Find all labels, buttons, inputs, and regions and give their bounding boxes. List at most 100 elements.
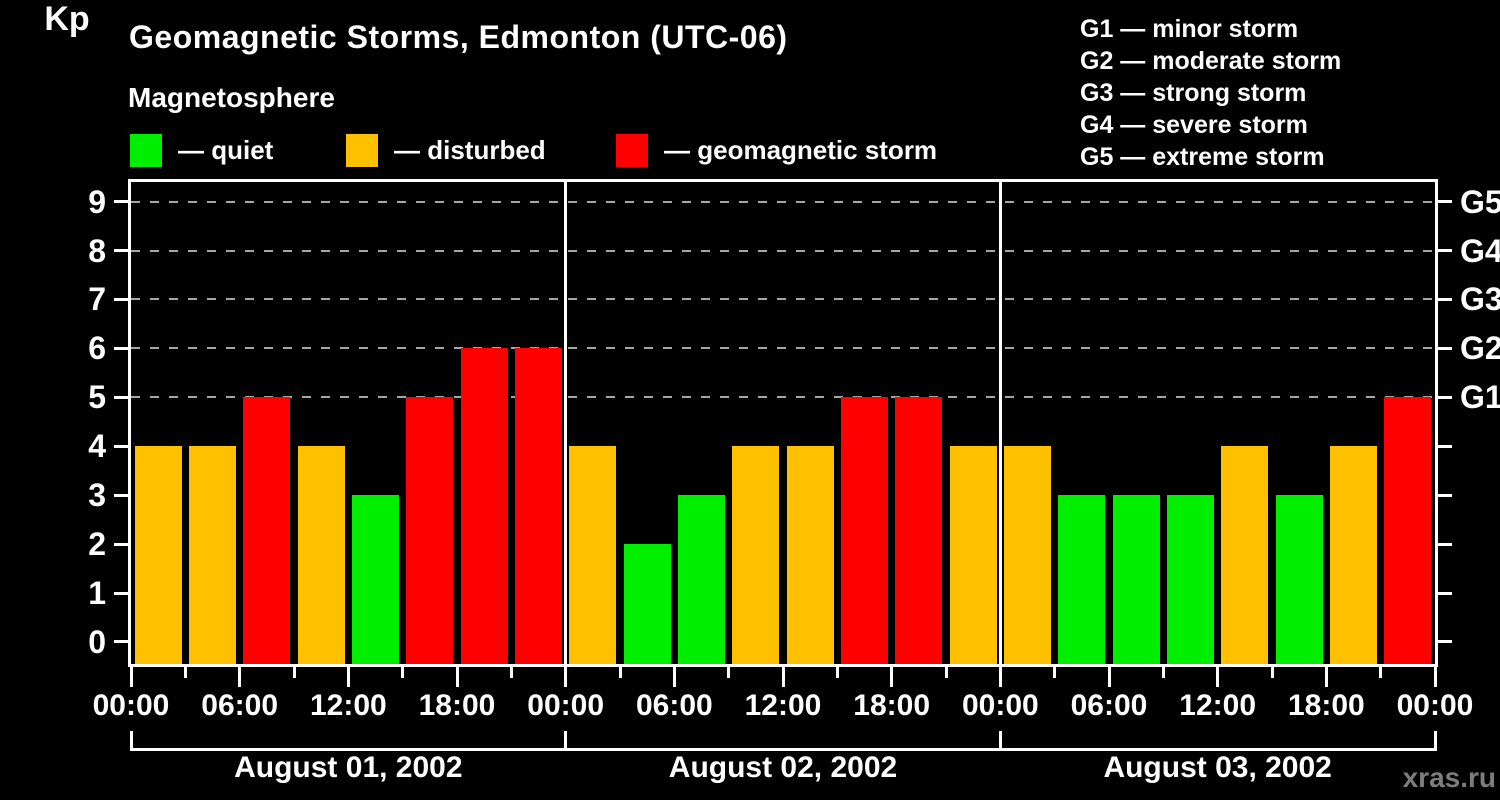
x-tick-33h xyxy=(727,667,731,678)
legend-item-quiet: — quiet xyxy=(130,134,273,167)
y-tick-left-8 xyxy=(114,249,128,252)
date-bracket-tick-1 xyxy=(564,731,568,751)
date-bracket-line xyxy=(131,748,1435,751)
gridline-kp8 xyxy=(131,249,1435,252)
y-tick-right-0 xyxy=(1438,640,1452,644)
legend-item-storm: — geomagnetic storm xyxy=(616,134,937,167)
kp-bar-day3-slot8 xyxy=(1384,397,1432,664)
y-tick-label-7: 7 xyxy=(88,281,106,318)
y-tick-right-3 xyxy=(1438,493,1452,497)
right-axis-label-g4: G4 xyxy=(1460,232,1500,269)
x-tick-36h xyxy=(781,667,785,687)
day-separator-1 xyxy=(564,182,568,664)
y-tick-left-3 xyxy=(114,493,128,497)
watermark: xras.ru xyxy=(1402,762,1496,793)
date-bracket-tick-2 xyxy=(998,731,1002,751)
x-tick-label-10: 12:00 xyxy=(1179,689,1257,722)
g-legend-item-g5: G5 — extreme storm xyxy=(1080,143,1325,171)
g-scale-legend: G1 — minor storm G2 — moderate storm G3 — … xyxy=(1080,13,1341,173)
x-tick-21h xyxy=(509,667,513,678)
kp-axis-title: Kp xyxy=(44,0,90,38)
x-tick-24h xyxy=(564,667,568,687)
kp-bar-day2-slot7 xyxy=(895,397,943,664)
y-tick-right-6 xyxy=(1438,346,1452,350)
y-tick-label-4: 4 xyxy=(88,428,106,465)
x-tick-54h xyxy=(1107,667,1111,687)
x-tick-66h xyxy=(1324,667,1328,687)
y-tick-label-9: 9 xyxy=(88,183,106,220)
right-axis-label-g3: G3 xyxy=(1460,281,1500,318)
y-tick-label-2: 2 xyxy=(88,526,106,563)
kp-bar-day3-slot3 xyxy=(1112,495,1160,664)
y-tick-right-4 xyxy=(1438,444,1452,448)
kp-bar-day2-slot6 xyxy=(840,397,889,664)
y-tick-right-5 xyxy=(1438,395,1452,399)
kp-bar-day1-slot7 xyxy=(460,348,508,664)
x-tick-label-5: 06:00 xyxy=(635,689,713,722)
kp-bar-day2-slot3 xyxy=(677,495,726,664)
kp-bar-day2-slot2 xyxy=(623,544,671,664)
x-tick-69h xyxy=(1379,667,1383,678)
y-tick-label-8: 8 xyxy=(88,232,106,269)
x-tick-label-1: 06:00 xyxy=(201,689,279,722)
kp-bar-day2-slot5 xyxy=(786,446,834,664)
y-tick-right-7 xyxy=(1438,297,1452,301)
disturbed-swatch-icon xyxy=(346,134,378,167)
storm-swatch-icon xyxy=(616,134,648,167)
kp-bar-day1-slot6 xyxy=(406,397,454,664)
date-bracket-tick-0 xyxy=(129,731,133,751)
kp-bar-day3-slot4 xyxy=(1166,495,1215,664)
x-tick-0h xyxy=(129,667,133,687)
x-tick-72h xyxy=(1433,667,1437,687)
y-tick-left-9 xyxy=(114,200,128,204)
x-tick-63h xyxy=(1270,667,1274,678)
quiet-swatch-icon xyxy=(130,134,162,167)
x-tick-3h xyxy=(183,667,187,678)
y-tick-left-0 xyxy=(114,640,128,644)
kp-bar-day1-slot2 xyxy=(188,446,237,664)
x-tick-label-9: 06:00 xyxy=(1070,689,1148,722)
x-tick-label-0: 00:00 xyxy=(92,689,170,722)
kp-bar-day1-slot5 xyxy=(351,495,400,664)
kp-bar-day3-slot1 xyxy=(1003,446,1052,664)
date-label-day3: August 03, 2002 xyxy=(1103,751,1332,784)
kp-bar-day3-slot7 xyxy=(1329,446,1378,664)
x-tick-30h xyxy=(672,667,676,687)
x-tick-label-2: 12:00 xyxy=(309,689,387,722)
kp-bar-day3-slot5 xyxy=(1221,446,1269,664)
legend-label-quiet: — quiet xyxy=(178,135,274,165)
g-legend-item-g2: G2 — moderate storm xyxy=(1080,47,1342,75)
y-tick-left-2 xyxy=(114,542,128,546)
x-tick-27h xyxy=(618,667,622,678)
kp-bar-day1-slot1 xyxy=(134,446,182,664)
x-tick-42h xyxy=(890,667,894,687)
y-tick-label-5: 5 xyxy=(88,379,106,416)
y-tick-label-1: 1 xyxy=(88,575,106,612)
right-axis-label-g5: G5 xyxy=(1460,183,1500,220)
y-tick-left-1 xyxy=(114,591,128,595)
y-tick-right-1 xyxy=(1438,591,1452,595)
y-tick-right-8 xyxy=(1438,249,1452,252)
y-tick-label-0: 0 xyxy=(88,623,106,660)
kp-bar-day1-slot8 xyxy=(514,348,563,664)
legend-label-disturbed: — disturbed xyxy=(394,135,546,165)
x-tick-48h xyxy=(998,667,1002,687)
x-tick-9h xyxy=(292,667,296,678)
legend-label-storm: — geomagnetic storm xyxy=(664,135,938,165)
date-label-day1: August 01, 2002 xyxy=(234,751,463,784)
y-tick-label-3: 3 xyxy=(88,477,106,514)
plot-frame xyxy=(128,179,1438,667)
y-tick-left-4 xyxy=(114,444,128,448)
kp-bar-day3-slot2 xyxy=(1058,495,1106,664)
x-tick-label-6: 12:00 xyxy=(744,689,822,722)
x-tick-label-7: 18:00 xyxy=(853,689,931,722)
right-axis-label-g2: G2 xyxy=(1460,330,1500,367)
y-tick-label-6: 6 xyxy=(88,330,106,367)
x-tick-label-12: 00:00 xyxy=(1396,689,1474,722)
day-separator-2 xyxy=(998,182,1002,664)
y-tick-left-7 xyxy=(114,297,128,301)
x-tick-label-8: 00:00 xyxy=(961,689,1039,722)
y-tick-right-9 xyxy=(1438,200,1452,204)
x-tick-label-3: 18:00 xyxy=(418,689,496,722)
